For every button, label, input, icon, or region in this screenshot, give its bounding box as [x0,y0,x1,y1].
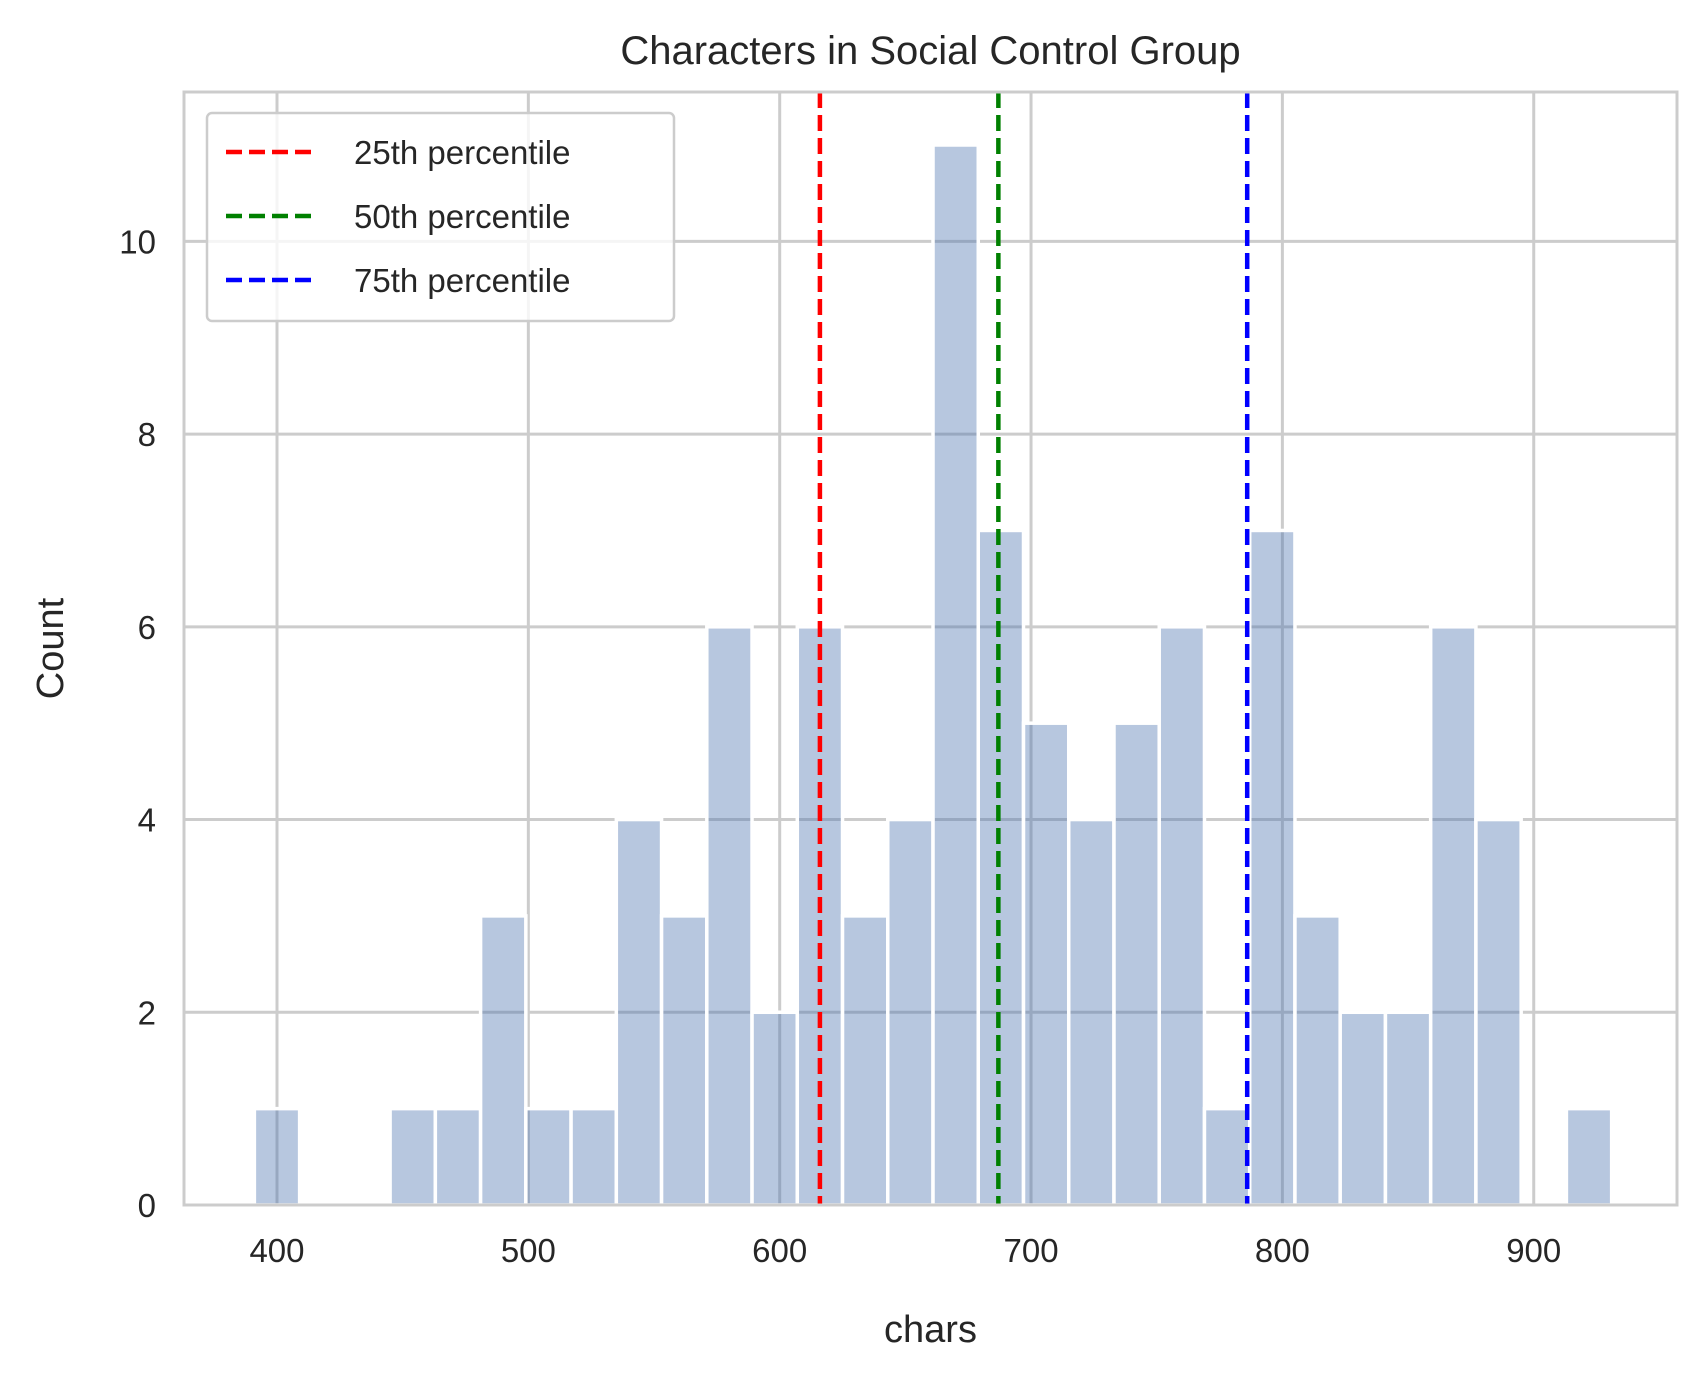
y-tick-label: 6 [138,609,156,646]
histogram-bars [252,143,1614,1207]
x-axis-label: chars [884,1309,977,1351]
y-tick-label: 8 [138,416,156,453]
histogram-bar [478,914,528,1207]
histogram-bar [1293,914,1342,1207]
histogram-bar [1338,1010,1388,1207]
legend-box [205,111,676,323]
y-axis-label: Count [30,597,72,699]
histogram-bar [1564,1106,1614,1207]
histogram-bar [614,817,664,1207]
tick-labels: 400 500 600 700 800 900 0 2 4 6 8 10 [119,223,1561,1269]
y-tick-label: 0 [138,1187,156,1224]
histogram-bar [976,528,1026,1207]
plot-frame [182,90,1679,1207]
histogram-bar [388,1106,438,1207]
y-tick-label: 4 [138,802,156,839]
chart-title: Characters in Social Control Group [620,29,1240,73]
histogram-bar [1112,721,1161,1207]
x-tick-label: 600 [752,1232,807,1269]
histogram-bar [1202,1106,1252,1207]
histogram-bar [659,914,709,1207]
histogram-bar [433,1106,483,1207]
legend-items: 25th percentile 50th percentile 75th perce… [226,134,570,299]
histogram-bar [252,1106,302,1207]
legend-label: 50th percentile [354,198,570,235]
histogram-bar [1066,817,1116,1207]
histogram-bar [1474,817,1523,1207]
histogram-bar [886,817,935,1207]
histogram-bar [750,1010,800,1207]
x-tick-label: 800 [1255,1232,1310,1269]
x-tick-label: 700 [1004,1232,1059,1269]
histogram-bar [840,914,890,1207]
x-tick-label: 500 [501,1232,556,1269]
histogram-bar [1383,1010,1433,1207]
percentile-lines [817,92,1250,1205]
y-tick-label: 10 [119,223,156,260]
histogram-bar [705,625,754,1207]
histogram-bar [1157,625,1207,1207]
legend: 25th percentile 50th percentile 75th perce… [205,111,676,323]
histogram-bar [569,1106,619,1207]
x-tick-label: 900 [1506,1232,1561,1269]
histogram-bar [1021,721,1071,1207]
legend-label: 25th percentile [354,134,570,171]
histogram-bar [1247,528,1297,1207]
x-tick-label: 400 [249,1232,304,1269]
histogram-bar [524,1106,573,1207]
y-tick-label: 2 [138,994,156,1031]
histogram-bar [931,143,981,1207]
legend-label: 75th percentile [354,262,570,299]
histogram-bar [1428,625,1478,1207]
